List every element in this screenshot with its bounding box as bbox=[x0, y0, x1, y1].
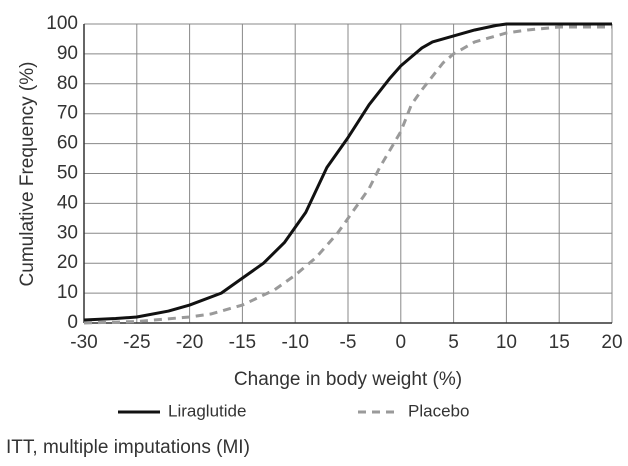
series-line bbox=[83, 25, 612, 325]
x-tick-label: -15 bbox=[229, 332, 256, 353]
y-tick-label: 70 bbox=[57, 103, 78, 124]
y-tick-label: 60 bbox=[57, 133, 78, 154]
y-tick-label: 100 bbox=[46, 13, 78, 34]
x-tick-label: 15 bbox=[549, 332, 570, 353]
x-tick-label: 0 bbox=[396, 332, 407, 353]
y-axis-label: Cumulative Frequency (%) bbox=[17, 62, 38, 287]
y-tick-label: 50 bbox=[57, 163, 78, 184]
legend-label: Placebo bbox=[408, 401, 469, 420]
y-tick-label: 30 bbox=[57, 222, 78, 243]
footnote: ITT, multiple imputations (MI) bbox=[6, 437, 250, 458]
x-tick-label: -25 bbox=[123, 332, 150, 353]
x-tick-label: -20 bbox=[176, 332, 203, 353]
y-tick-label: 40 bbox=[57, 192, 78, 213]
x-tick-label: 10 bbox=[496, 332, 517, 353]
x-axis-label: Change in body weight (%) bbox=[234, 369, 462, 390]
x-tick-label: -30 bbox=[70, 332, 97, 353]
x-tick-label: 20 bbox=[601, 332, 622, 353]
y-tick-label: 10 bbox=[57, 282, 78, 303]
y-tick-label: 0 bbox=[67, 312, 78, 333]
x-tick-label: -10 bbox=[281, 332, 308, 353]
x-tick-label: 5 bbox=[448, 332, 459, 353]
y-tick-label: 20 bbox=[57, 252, 78, 273]
x-tick-label: -5 bbox=[340, 332, 357, 353]
series-line bbox=[83, 22, 612, 322]
y-tick-label: 90 bbox=[57, 43, 78, 64]
y-tick-label: 80 bbox=[57, 73, 78, 94]
legend-label: Liraglutide bbox=[168, 401, 246, 420]
